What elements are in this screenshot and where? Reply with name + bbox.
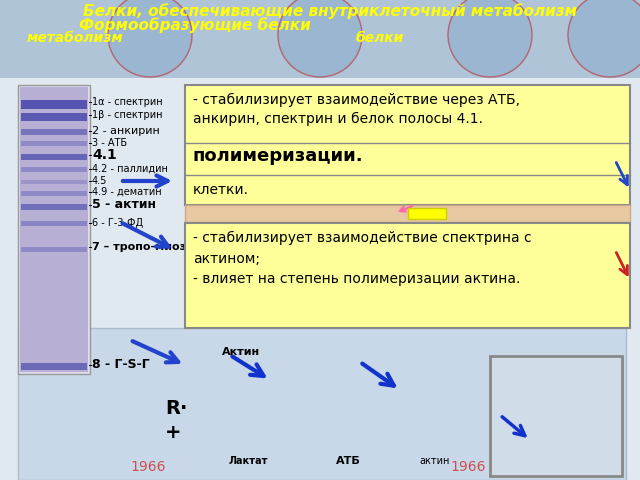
Text: 1966: 1966 (131, 460, 166, 474)
Bar (21, 129, 87, 135)
Text: 5 - актин: 5 - актин (92, 199, 156, 212)
Bar (21, 204, 87, 210)
Bar (21, 154, 87, 160)
Bar (21, 113, 87, 121)
Circle shape (448, 0, 532, 77)
Text: АТБ: АТБ (335, 456, 360, 466)
Text: полимеризации.: полимеризации. (193, 147, 364, 165)
Text: метаболизм: метаболизм (27, 31, 124, 45)
Text: клетки.: клетки. (193, 183, 249, 197)
Text: 4.5: 4.5 (92, 176, 108, 186)
Text: 1β - спектрин: 1β - спектрин (92, 110, 163, 120)
Bar (21, 100, 87, 109)
Text: 1966: 1966 (451, 460, 486, 474)
Text: 4.1: 4.1 (92, 148, 116, 162)
Bar (0, 0, 640, 80)
Bar (21, 167, 87, 172)
Bar (21, 363, 87, 370)
Bar (18, 85, 90, 374)
Circle shape (278, 0, 362, 77)
Text: 4.2 - паллидин: 4.2 - паллидин (92, 164, 168, 174)
Text: белки: белки (356, 31, 404, 45)
Bar (21, 180, 87, 184)
Text: 6 - Г-3-ФД: 6 - Г-3-ФД (92, 218, 143, 228)
Text: Лактат: Лактат (228, 456, 268, 466)
Text: - стабилизирует взаимодействие через АТБ,
анкирин, спектрин и белок полосы 4.1.: - стабилизирует взаимодействие через АТБ… (193, 93, 520, 126)
Bar (185, 205, 630, 222)
Bar (21, 221, 87, 226)
Bar (21, 191, 87, 196)
Bar (20, 87, 88, 372)
Bar (21, 141, 87, 146)
Text: 1α - спектрин: 1α - спектрин (92, 97, 163, 107)
Bar (408, 208, 446, 219)
Bar (490, 356, 622, 476)
Circle shape (568, 0, 640, 77)
Circle shape (108, 0, 192, 77)
Text: 2 - анкирин: 2 - анкирин (92, 126, 160, 136)
Text: +: + (165, 422, 182, 442)
Bar (21, 247, 87, 252)
Bar (185, 85, 630, 205)
Text: - стабилизирует взаимодействие спектрина с
актином;
- влияет на степень полимери: - стабилизирует взаимодействие спектрина… (193, 231, 532, 286)
Bar (0, 78, 640, 480)
Text: актин: актин (420, 456, 450, 466)
Text: Формообразующие белки: Формообразующие белки (79, 17, 311, 33)
Text: 4.9 - дематин: 4.9 - дематин (92, 187, 162, 197)
Text: 7 – тропо-миозин: 7 – тропо-миозин (92, 242, 202, 252)
Text: 3 - АТБ: 3 - АТБ (92, 138, 127, 148)
Text: R·: R· (165, 398, 188, 418)
Bar (18, 328, 626, 480)
Text: Белки, обеспечивающие внутриклеточный метаболизм: Белки, обеспечивающие внутриклеточный ме… (83, 3, 577, 19)
Bar (185, 223, 630, 328)
Text: 8 - Г-S-Г: 8 - Г-S-Г (92, 359, 150, 372)
Text: Актин: Актин (222, 347, 260, 357)
